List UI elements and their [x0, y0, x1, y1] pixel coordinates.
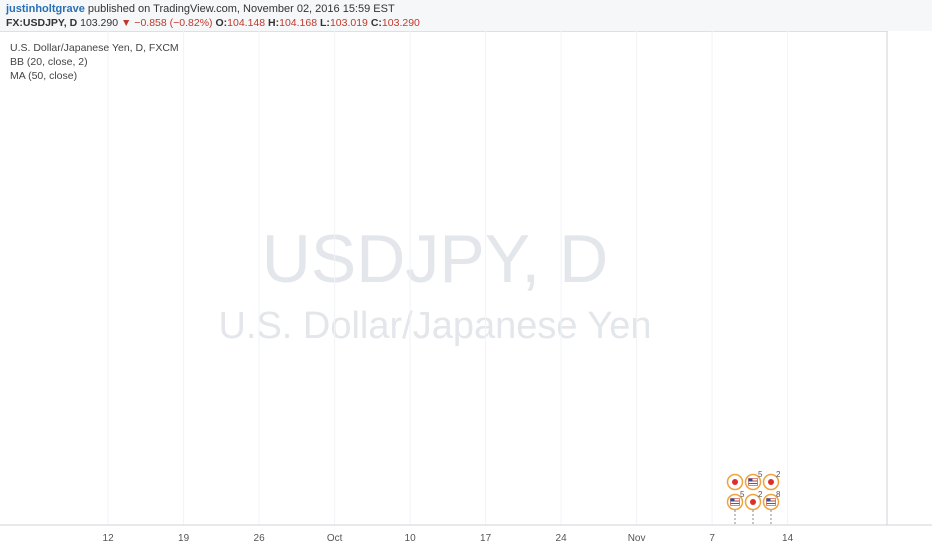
open-value: 104.148 [227, 17, 266, 29]
last-price: 103.290 [80, 17, 119, 29]
event-count: 5 [758, 470, 763, 479]
event-icon[interactable]: 5 [726, 490, 746, 511]
price-chart[interactable]: USDJPY, D U.S. Dollar/Japanese Yen 99.00… [0, 31, 932, 550]
us-flag-canton [730, 498, 735, 502]
legend-bb[interactable]: BB (20, close, 2) [10, 56, 88, 68]
us-flag-canton [766, 498, 771, 502]
time-tick-label: 7 [709, 533, 715, 544]
low-label: L: [320, 17, 330, 29]
time-axis[interactable]: 12 19 26 Oct 10 17 24 Nov 7 14 [0, 524, 932, 544]
time-tick-label: Nov [628, 533, 646, 544]
ohlc-line: FX:USDJPY, D 103.290 ▼ −0.858 (−0.82%) O… [6, 17, 420, 29]
high-value: 104.168 [279, 17, 318, 29]
grid [107, 31, 789, 525]
japan-flag-icon [732, 479, 738, 485]
time-tick-label: 26 [254, 533, 266, 544]
event-icon[interactable]: 2 [744, 490, 764, 511]
event-count: 8 [776, 490, 781, 499]
us-flag-icon [766, 498, 776, 506]
price-axis[interactable]: 99.00099.500100.000100.500101.000101.500… [886, 31, 932, 525]
publish-info: published on TradingView.com, November 0… [87, 3, 395, 15]
chart-legend: U.S. Dollar/Japanese Yen, D, FXCM BB (20… [10, 41, 179, 83]
change-value: ▼ −0.858 (−0.82%) [121, 17, 213, 29]
japan-flag-icon [768, 479, 774, 485]
event-icon[interactable] [726, 473, 744, 491]
event-icon[interactable]: 8 [762, 490, 782, 511]
event-icon[interactable]: 2 [762, 470, 782, 491]
symbol-label: FX:USDJPY, D [6, 17, 78, 29]
economic-events[interactable]: 5 2 5 2 8 [726, 470, 782, 525]
time-tick-label: 14 [782, 533, 794, 544]
event-count: 5 [740, 490, 745, 499]
time-tick-label: 17 [480, 533, 492, 544]
event-count: 2 [776, 470, 781, 479]
watermark-symbol: USDJPY, D [262, 221, 608, 297]
author-link[interactable]: justinholtgrave [6, 3, 85, 15]
close-label: C: [370, 17, 382, 29]
time-tick-label: 19 [178, 533, 190, 544]
price-axis-bg [887, 31, 932, 525]
chart-header: justinholtgrave published on TradingView… [0, 0, 932, 32]
legend-title: U.S. Dollar/Japanese Yen, D, FXCM [10, 42, 179, 54]
us-flag-icon [748, 478, 758, 486]
time-tick-label: 10 [405, 533, 417, 544]
watermark: USDJPY, D U.S. Dollar/Japanese Yen [218, 221, 651, 347]
high-label: H: [268, 17, 280, 29]
event-icon[interactable]: 5 [744, 470, 764, 491]
open-label: O: [215, 17, 228, 29]
close-value: 103.290 [381, 17, 420, 29]
us-flag-icon [730, 498, 740, 506]
event-count: 2 [758, 490, 763, 499]
time-tick-label: 12 [103, 533, 115, 544]
publish-line: justinholtgrave published on TradingView… [6, 3, 395, 15]
time-tick-label: 24 [556, 533, 568, 544]
legend-ma[interactable]: MA (50, close) [10, 70, 78, 82]
japan-flag-icon [750, 499, 756, 505]
us-flag-canton [748, 478, 753, 482]
low-value: 103.019 [329, 17, 368, 29]
time-tick-label: Oct [327, 533, 343, 544]
watermark-name: U.S. Dollar/Japanese Yen [218, 305, 651, 347]
